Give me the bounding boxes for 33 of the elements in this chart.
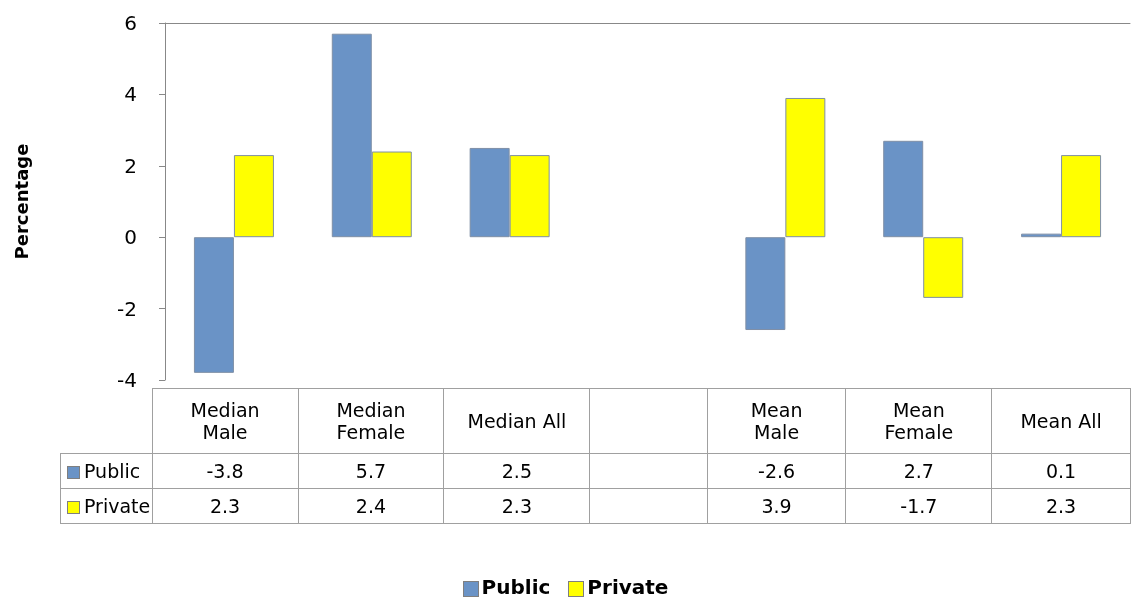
data-label: 2.3 bbox=[152, 488, 299, 524]
bar bbox=[883, 140, 924, 238]
data-label: -1.7 bbox=[845, 488, 992, 524]
x-tick-label: Median Female bbox=[298, 388, 444, 454]
x-tick-label: Mean All bbox=[991, 388, 1131, 454]
text: Public bbox=[481, 575, 551, 599]
data-label: 5.7 bbox=[298, 453, 444, 489]
legend-label: Public bbox=[84, 460, 141, 482]
y-tick-label: 6 bbox=[124, 11, 137, 35]
data-label: 2.5 bbox=[443, 453, 590, 489]
y-tick-label: 0 bbox=[124, 225, 137, 250]
y-tick-label: -2 bbox=[117, 296, 137, 321]
data-label: -3.8 bbox=[152, 453, 299, 489]
x-tick-label: Median Male bbox=[152, 388, 299, 454]
y-tick-label: 2 bbox=[124, 153, 137, 178]
y-tick-label: 4 bbox=[124, 82, 137, 107]
legend-label: Private bbox=[84, 495, 151, 517]
data-label: -2.6 bbox=[707, 453, 846, 489]
data-label: 2.7 bbox=[845, 453, 992, 489]
x-tick-label: Mean Male bbox=[707, 388, 846, 454]
bar bbox=[923, 237, 964, 298]
bar bbox=[193, 237, 234, 373]
x-tick-label: Median All bbox=[443, 388, 590, 454]
data-label: 2.3 bbox=[443, 488, 590, 524]
data-label: 2.4 bbox=[298, 488, 444, 524]
y-axis-title: Percentage bbox=[10, 143, 32, 260]
x-tick-label: Mean Female bbox=[845, 388, 992, 454]
data-label: 2.3 bbox=[991, 488, 1131, 524]
y-tick-label: -4 bbox=[117, 368, 137, 392]
text: Private bbox=[587, 575, 669, 599]
bar bbox=[233, 155, 274, 238]
data-label: 0.1 bbox=[991, 453, 1131, 489]
data-label: 3.9 bbox=[707, 488, 846, 524]
